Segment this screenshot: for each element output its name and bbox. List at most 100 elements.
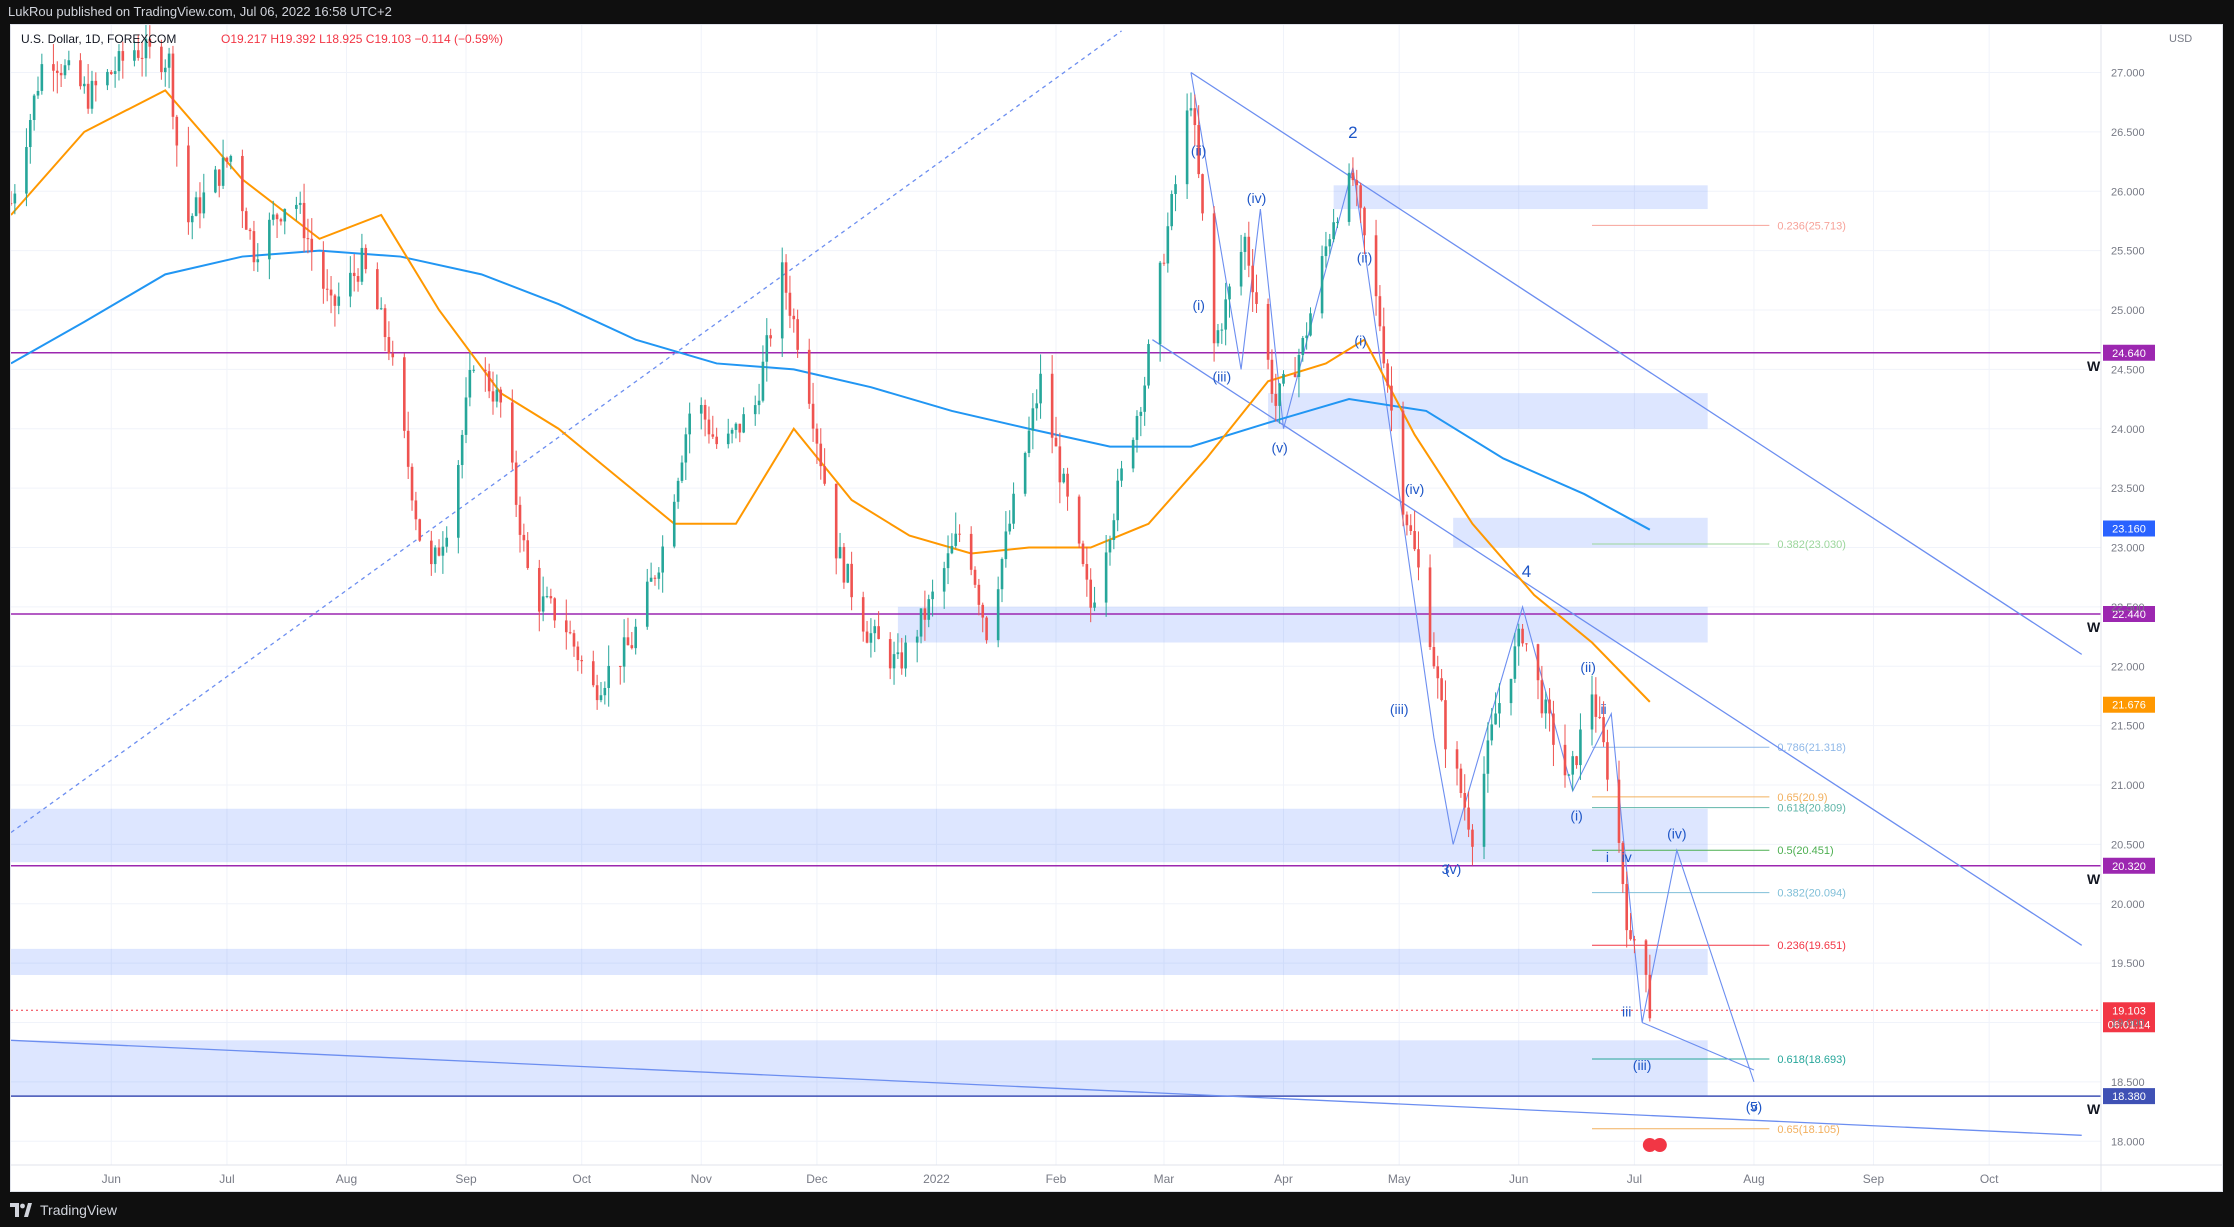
price-tick-label: 27.000	[2111, 68, 2145, 80]
candle-body	[568, 632, 572, 634]
candle-body	[896, 652, 900, 655]
candle-body	[1390, 385, 1393, 411]
candle-body	[715, 436, 718, 445]
wave-label: 4	[1522, 562, 1531, 581]
wave-label: (v)	[1445, 861, 1461, 877]
candle-body	[1606, 742, 1609, 780]
candle-body	[672, 501, 676, 547]
trendline-upper[interactable]	[1190, 71, 2083, 655]
price-label-box	[2103, 344, 2155, 361]
candle-body	[214, 169, 217, 193]
candle-body	[1004, 531, 1008, 560]
candle-body	[657, 572, 661, 579]
candle-body	[1270, 359, 1274, 394]
wave-label: (i)	[1354, 333, 1366, 349]
level-tag: W	[2087, 619, 2101, 635]
symbol-legend[interactable]: U.S. Dollar, 1D, FOREXCOM	[21, 32, 176, 46]
candle-body	[1139, 411, 1143, 416]
projection-leg[interactable]	[1641, 1021, 1755, 1071]
price-label-text: 22.440	[2112, 609, 2146, 621]
candle-body	[67, 60, 71, 66]
trendline-dashed[interactable]	[11, 30, 1122, 834]
time-tick-label: Aug	[1743, 1172, 1764, 1186]
candle-body	[1355, 180, 1359, 186]
candle-body	[1085, 564, 1089, 580]
candle-body	[1058, 446, 1062, 483]
candle-body	[1378, 296, 1382, 327]
candle-body	[1081, 543, 1085, 565]
wave-path[interactable]	[1190, 72, 1624, 845]
ma-fast-line[interactable]	[11, 89, 1651, 703]
economic-event-icon[interactable]	[1652, 1138, 1667, 1152]
candle-body	[1147, 344, 1150, 386]
candle-body	[445, 537, 449, 547]
candle-body	[1459, 768, 1463, 794]
publisher-bar: LukRou published on TradingView.com, Jul…	[0, 0, 2234, 24]
candle-body	[140, 57, 144, 59]
candle-body	[815, 428, 819, 444]
candle-body	[591, 661, 595, 686]
candle-body	[576, 646, 580, 661]
price-label-text: 18.380	[2112, 1091, 2146, 1103]
candle-body	[40, 64, 44, 91]
candle-body	[1305, 335, 1308, 339]
supply-demand-zone	[11, 948, 1708, 975]
candle-body	[79, 60, 82, 87]
brand-name[interactable]: TradingView	[40, 1201, 118, 1218]
candle-body	[337, 296, 341, 306]
tradingview-logo-icon[interactable]	[10, 1202, 32, 1217]
candle-body	[221, 157, 225, 186]
candle-body	[298, 202, 302, 205]
candle-body	[464, 397, 468, 435]
candle-body	[1216, 330, 1220, 344]
candle-body	[1633, 939, 1636, 941]
supply-demand-zone	[1453, 517, 1708, 548]
candle-body	[757, 400, 761, 406]
candle-body	[526, 540, 530, 568]
candle-body	[167, 53, 171, 68]
fib-level-label: 0.236(25.713)	[1777, 220, 1846, 232]
candle-body	[460, 434, 464, 466]
candle-body	[1193, 108, 1197, 126]
candle-body	[1201, 174, 1204, 214]
candle-body	[457, 465, 460, 538]
candle-body	[55, 70, 59, 73]
candle-body	[514, 462, 518, 505]
candle-body	[1162, 262, 1166, 264]
candle-body	[387, 337, 391, 354]
candle-body	[441, 546, 445, 556]
candle-body	[349, 272, 352, 297]
candle-body	[1536, 644, 1540, 681]
candle-body	[1039, 373, 1042, 404]
time-tick-label: Feb	[1046, 1172, 1067, 1186]
price-tick-label: 26.000	[2111, 186, 2145, 198]
trendline-lower[interactable]	[1152, 339, 2083, 946]
candle-body	[1000, 559, 1004, 590]
candle-body	[1143, 385, 1146, 412]
wave-projection[interactable]	[1622, 832, 1755, 1083]
wave-label: (iii)	[1633, 1057, 1652, 1073]
candle-body	[410, 466, 414, 501]
time-tick-label: Dec	[806, 1172, 827, 1186]
candle-body	[252, 231, 256, 263]
price-tick-label: 20.000	[2111, 899, 2145, 911]
economic-event-icon[interactable]	[1642, 1138, 1657, 1152]
wave-label: (ii)	[1580, 659, 1596, 675]
trendline-support[interactable]	[11, 1039, 2082, 1136]
fib-level-label: 0.786(21.318)	[1777, 742, 1846, 754]
publisher-info: LukRou published on TradingView.com, Jul…	[8, 4, 392, 19]
candle-body	[1617, 779, 1621, 843]
price-tick-label: 24.000	[2111, 424, 2145, 436]
candle-body	[25, 147, 28, 194]
candle-body	[869, 633, 873, 643]
candle-body	[117, 51, 121, 72]
candle-body	[1386, 363, 1389, 386]
candle-body	[1382, 326, 1386, 364]
ma-slow-line[interactable]	[11, 249, 1651, 531]
price-chart[interactable]: 0.236(25.713) 0.382(23.030) 0.786(21.318) 0…	[11, 25, 2222, 1191]
candle-body	[1251, 265, 1254, 293]
candle-body	[1517, 628, 1521, 647]
candle-body	[275, 214, 279, 220]
candle-body	[1374, 235, 1378, 297]
wave-label: (iv)	[1247, 190, 1266, 206]
